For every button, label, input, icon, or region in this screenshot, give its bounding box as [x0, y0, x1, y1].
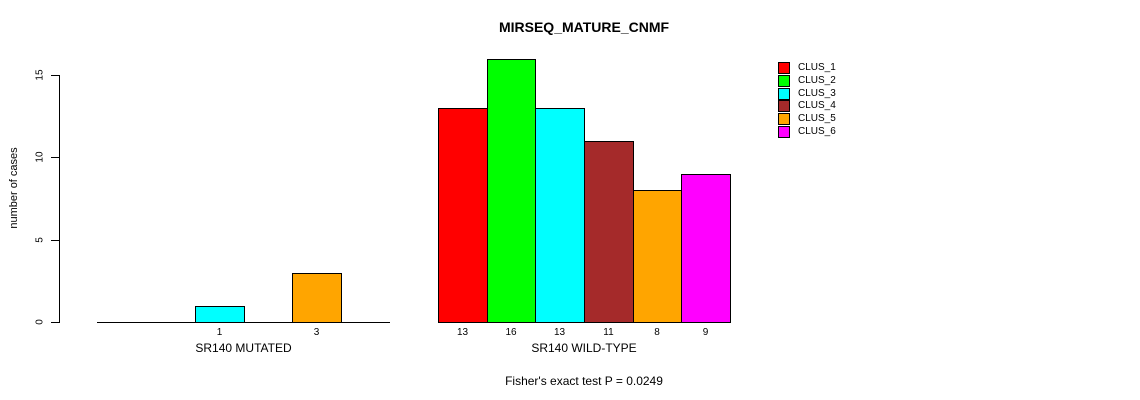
legend-swatch-icon [778, 62, 790, 75]
bar-value-label: 8 [654, 327, 660, 338]
legend-label: CLUS_3 [798, 87, 836, 99]
bar-value-label: 1 [216, 327, 223, 338]
bar-value-label: 11 [603, 327, 614, 338]
bar-CLUS_4 [584, 141, 634, 323]
group-label: SR140 MUTATED [195, 341, 292, 355]
legend-entry-CLUS_1: CLUS_1 [778, 62, 836, 75]
y-axis-line [59, 75, 60, 323]
legend-entry-CLUS_5: CLUS_5 [778, 113, 836, 126]
legend-label: CLUS_2 [798, 75, 836, 87]
legend-swatch-icon [778, 113, 790, 126]
bar-CLUS_6 [681, 174, 731, 323]
bar-value-label: 13 [456, 327, 469, 338]
legend-entry-CLUS_3: CLUS_3 [778, 87, 836, 100]
bar-CLUS_3 [535, 108, 585, 323]
y-tick-label: 15 [34, 69, 46, 81]
chart-title: MIRSEQ_MATURE_CNMF [498, 19, 670, 35]
bar-CLUS_3 [195, 306, 245, 323]
y-tick-label: 0 [34, 319, 46, 325]
bar-CLUS_2 [487, 59, 536, 323]
legend-label: CLUS_1 [798, 62, 836, 74]
legend-swatch-icon [778, 75, 790, 88]
legend-swatch-icon [778, 87, 790, 100]
legend-entry-CLUS_2: CLUS_2 [778, 75, 836, 88]
bar-value-label: 16 [505, 327, 517, 338]
y-tick-mark [51, 157, 59, 158]
y-tick-mark [51, 322, 59, 323]
legend-label: CLUS_5 [798, 113, 836, 125]
legend-label: CLUS_4 [798, 100, 836, 112]
group-label: SR140 WILD-TYPE [531, 341, 637, 355]
bar-CLUS_1 [438, 108, 488, 323]
y-tick-mark [51, 75, 59, 76]
y-tick-mark [51, 240, 59, 241]
legend-label: CLUS_6 [798, 125, 836, 137]
y-tick-label: 5 [34, 237, 46, 243]
bar-value-label: 3 [313, 327, 320, 338]
legend-swatch-icon [778, 125, 790, 138]
y-tick-label: 10 [34, 151, 46, 163]
legend-entry-CLUS_6: CLUS_6 [778, 125, 836, 138]
fisher-test-caption: Fisher's exact test P = 0.0249 [505, 374, 663, 388]
bar-value-label: 13 [553, 327, 566, 338]
y-axis-label: number of cases [8, 147, 20, 229]
bar-CLUS_5 [633, 190, 682, 323]
bar-CLUS_5 [292, 273, 342, 323]
bar-value-label: 9 [702, 327, 709, 338]
legend-entry-CLUS_4: CLUS_4 [778, 100, 836, 113]
legend: CLUS_1 CLUS_2 CLUS_3 CLUS_4 CLUS_5 CLUS_6 [778, 62, 836, 138]
legend-swatch-icon [778, 100, 790, 113]
